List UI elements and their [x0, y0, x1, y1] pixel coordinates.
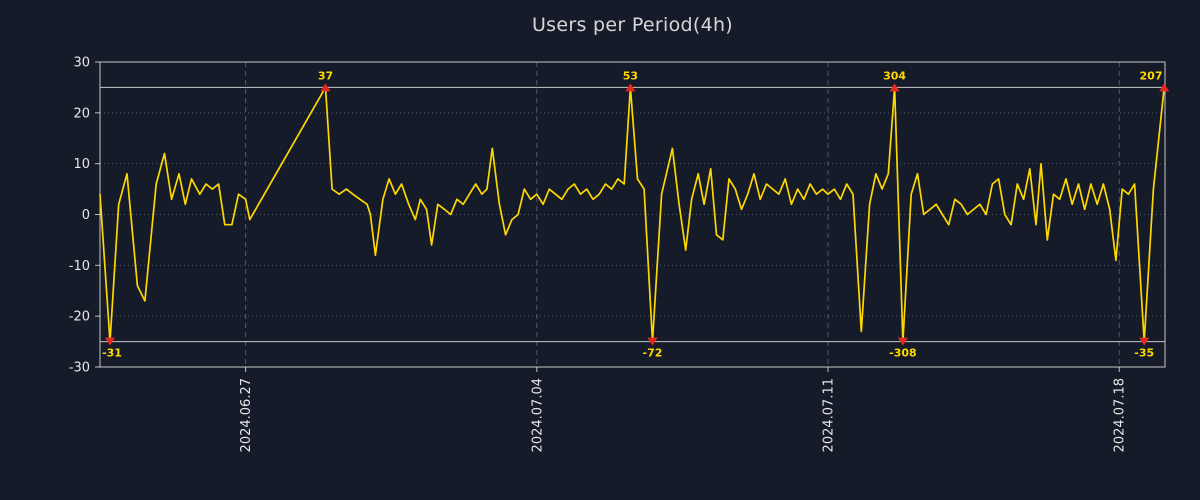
clip-marker-up-icon — [1159, 83, 1170, 92]
x-tick-label: 2024.07.11 — [822, 378, 837, 452]
y-tick-label: 10 — [73, 157, 90, 172]
x-tick-label: 2024.06.27 — [239, 378, 254, 452]
y-tick-label: 30 — [73, 56, 90, 71]
chart-title: Users per Period(4h) — [531, 14, 734, 36]
clip-marker-down-icon — [1139, 337, 1150, 346]
y-tick-label: -20 — [69, 310, 90, 325]
x-tick-label: 2024.07.04 — [530, 378, 545, 452]
clip-value-label: -31 — [102, 347, 122, 360]
y-tick-label: 20 — [73, 106, 90, 121]
x-tick-label: 2024.07.18 — [1113, 378, 1128, 452]
y-tick-label: -30 — [69, 361, 90, 376]
series-line — [99, 86, 1166, 343]
clip-marker-up-icon — [320, 83, 331, 92]
clip-value-label: -308 — [889, 347, 917, 360]
clip-value-label: -35 — [1134, 347, 1154, 360]
clip-value-label: 53 — [623, 69, 638, 82]
clip-value-label: -72 — [643, 347, 663, 360]
clip-marker-down-icon — [647, 337, 658, 346]
clip-value-label: 37 — [318, 69, 333, 82]
clip-marker-up-icon — [625, 83, 636, 92]
clip-marker-up-icon — [889, 83, 900, 92]
clip-marker-down-icon — [897, 337, 908, 346]
clip-marker-down-icon — [104, 337, 115, 346]
clip-value-label: 304 — [883, 69, 906, 82]
y-tick-label: 0 — [82, 208, 90, 223]
y-tick-label: -10 — [69, 259, 90, 274]
clip-value-label: 207 — [1140, 69, 1163, 82]
